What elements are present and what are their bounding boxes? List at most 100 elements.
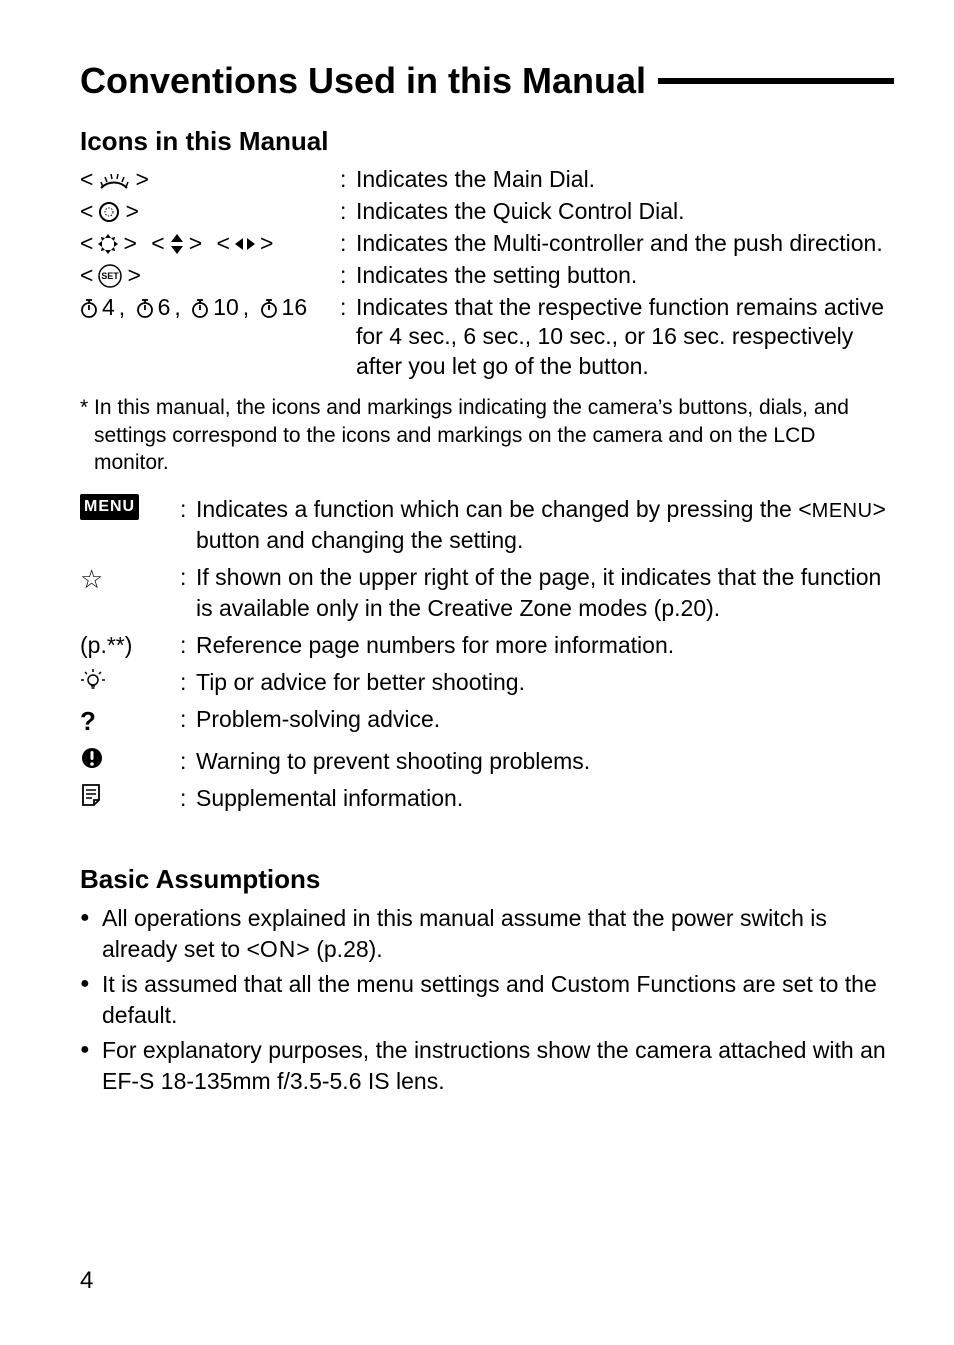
- problem-desc: : Problem-solving advice.: [180, 704, 894, 735]
- set-button-symbol-col: < SET >: [80, 261, 340, 291]
- angle-left: <: [80, 197, 93, 227]
- timer-desc-col: : Indicates that the respective function…: [340, 293, 894, 383]
- assumption-1-text: All operations explained in this manual …: [102, 903, 894, 965]
- assumption-1: ● All operations explained in this manua…: [80, 903, 894, 965]
- colon: :: [340, 293, 356, 383]
- legend-menu: MENU : Indicates a function which can be…: [80, 494, 894, 556]
- assumption-1-pre: All operations explained in this manual …: [102, 905, 827, 962]
- assumptions-list: ● All operations explained in this manua…: [80, 903, 894, 1097]
- legend-supplemental: : Supplemental information.: [80, 783, 894, 814]
- row-set-button: < SET > : Indicates the setting button.: [80, 261, 894, 291]
- colon: :: [180, 783, 196, 814]
- menu-badge-col: MENU: [80, 494, 180, 520]
- main-dial-symbol-col: < >: [80, 165, 340, 195]
- tip-desc-text: Tip or advice for better shooting.: [196, 667, 894, 698]
- warning-icon-col: [80, 746, 180, 770]
- angle-right: >: [135, 165, 148, 195]
- quick-control-desc-col: : Indicates the Quick Control Dial.: [340, 197, 894, 227]
- set-button-desc-col: : Indicates the setting button.: [340, 261, 894, 291]
- angle-left: <: [80, 229, 93, 259]
- timer-desc: Indicates that the respective function r…: [356, 293, 894, 383]
- colon: :: [180, 562, 196, 624]
- legend-problem: ? : Problem-solving advice.: [80, 704, 894, 739]
- multi-controller-symbol-col: < >: [80, 229, 340, 259]
- main-dial-icon: [97, 170, 131, 190]
- pageref-label: (p.**): [80, 630, 132, 661]
- multi-controller-desc-col: : Indicates the Multi-controller and the…: [340, 229, 894, 259]
- pageref-desc-text: Reference page numbers for more informat…: [196, 630, 894, 661]
- warning-icon: [80, 746, 104, 770]
- angle-right: >: [125, 197, 138, 227]
- star-desc: : If shown on the upper right of the pag…: [180, 562, 894, 624]
- menu-icon: MENU: [80, 494, 139, 520]
- supplemental-desc-text: Supplemental information.: [196, 783, 894, 814]
- timer-16: 16: [282, 293, 308, 323]
- colon: :: [180, 746, 196, 777]
- menu-desc-text: Indicates a function which can be change…: [196, 494, 894, 556]
- bullet-icon: ●: [80, 1035, 102, 1065]
- quick-control-symbol-col: < >: [80, 197, 340, 227]
- bullet-icon: ●: [80, 903, 102, 933]
- colon: :: [340, 229, 356, 259]
- colon: :: [340, 261, 356, 291]
- warning-desc: : Warning to prevent shooting problems.: [180, 746, 894, 777]
- colon: :: [180, 630, 196, 661]
- timer-6: 6: [158, 293, 171, 323]
- manual-page: Conventions Used in this Manual Icons in…: [0, 0, 954, 1345]
- on-label: ON: [260, 936, 297, 962]
- row-quick-control: < > : Indicates the Quick Control Dial.: [80, 197, 894, 227]
- row-timer: 4, 6, 10, 16 : Indicates that the respec…: [80, 293, 894, 383]
- tip-icon-col: [80, 667, 180, 693]
- page-number: 4: [80, 1267, 93, 1295]
- supplemental-desc: : Supplemental information.: [180, 783, 894, 814]
- multi-controller-desc: Indicates the Multi-controller and the p…: [356, 229, 894, 259]
- legend-tip: : Tip or advice for better shooting.: [80, 667, 894, 698]
- bullet-icon: ●: [80, 969, 102, 999]
- colon: :: [340, 197, 356, 227]
- svg-text:SET: SET: [102, 271, 120, 281]
- angle-right: >: [189, 229, 202, 259]
- angle-left: <: [217, 229, 230, 259]
- colon: :: [180, 667, 196, 698]
- angle-left: <: [151, 229, 164, 259]
- assumption-2-text: It is assumed that all the menu settings…: [102, 969, 894, 1031]
- assumption-2: ● It is assumed that all the menu settin…: [80, 969, 894, 1031]
- icon-definitions: < >: [80, 165, 894, 382]
- title-row: Conventions Used in this Manual: [80, 60, 894, 102]
- question-icon-col: ?: [80, 704, 180, 739]
- star-desc-text: If shown on the upper right of the page,…: [196, 562, 894, 624]
- row-main-dial: < >: [80, 165, 894, 195]
- legend-warning: : Warning to prevent shooting problems.: [80, 746, 894, 777]
- star-icon: ☆: [80, 562, 103, 597]
- assumption-3-text: For explanatory purposes, the instructio…: [102, 1035, 894, 1097]
- lightbulb-icon: [80, 667, 106, 693]
- main-dial-desc-col: : Indicates the Main Dial.: [340, 165, 894, 195]
- assumption-3: ● For explanatory purposes, the instruct…: [80, 1035, 894, 1097]
- assumption-1-post: > (p.28).: [296, 936, 382, 962]
- icons-heading: Icons in this Manual: [80, 126, 894, 157]
- assumptions-heading: Basic Assumptions: [80, 864, 894, 895]
- timer-icon: [260, 298, 278, 318]
- angle-left: <: [80, 165, 93, 195]
- menu-desc-pre: Indicates a function which can be change…: [196, 496, 812, 522]
- question-icon: ?: [80, 704, 96, 739]
- menu-desc: : Indicates a function which can be chan…: [180, 494, 894, 556]
- pageref-label-col: (p.**): [80, 630, 180, 661]
- legend-pageref: (p.**) : Reference page numbers for more…: [80, 630, 894, 661]
- left-right-icon: [234, 236, 256, 252]
- legend: MENU : Indicates a function which can be…: [80, 494, 894, 813]
- warning-desc-text: Warning to prevent shooting problems.: [196, 746, 894, 777]
- angle-right: >: [260, 229, 273, 259]
- colon: :: [180, 494, 196, 556]
- title-rule: [658, 78, 894, 84]
- timer-symbol-col: 4, 6, 10, 16: [80, 293, 340, 323]
- timer-10: 10: [213, 293, 239, 323]
- set-button-desc: Indicates the setting button.: [356, 261, 894, 291]
- multi-controller-icon: [97, 233, 119, 255]
- quick-control-desc: Indicates the Quick Control Dial.: [356, 197, 894, 227]
- note-icon: [80, 783, 102, 807]
- footnote: * In this manual, the icons and markings…: [80, 394, 894, 476]
- row-multi-controller: < >: [80, 229, 894, 259]
- angle-right: >: [123, 229, 136, 259]
- problem-desc-text: Problem-solving advice.: [196, 704, 894, 735]
